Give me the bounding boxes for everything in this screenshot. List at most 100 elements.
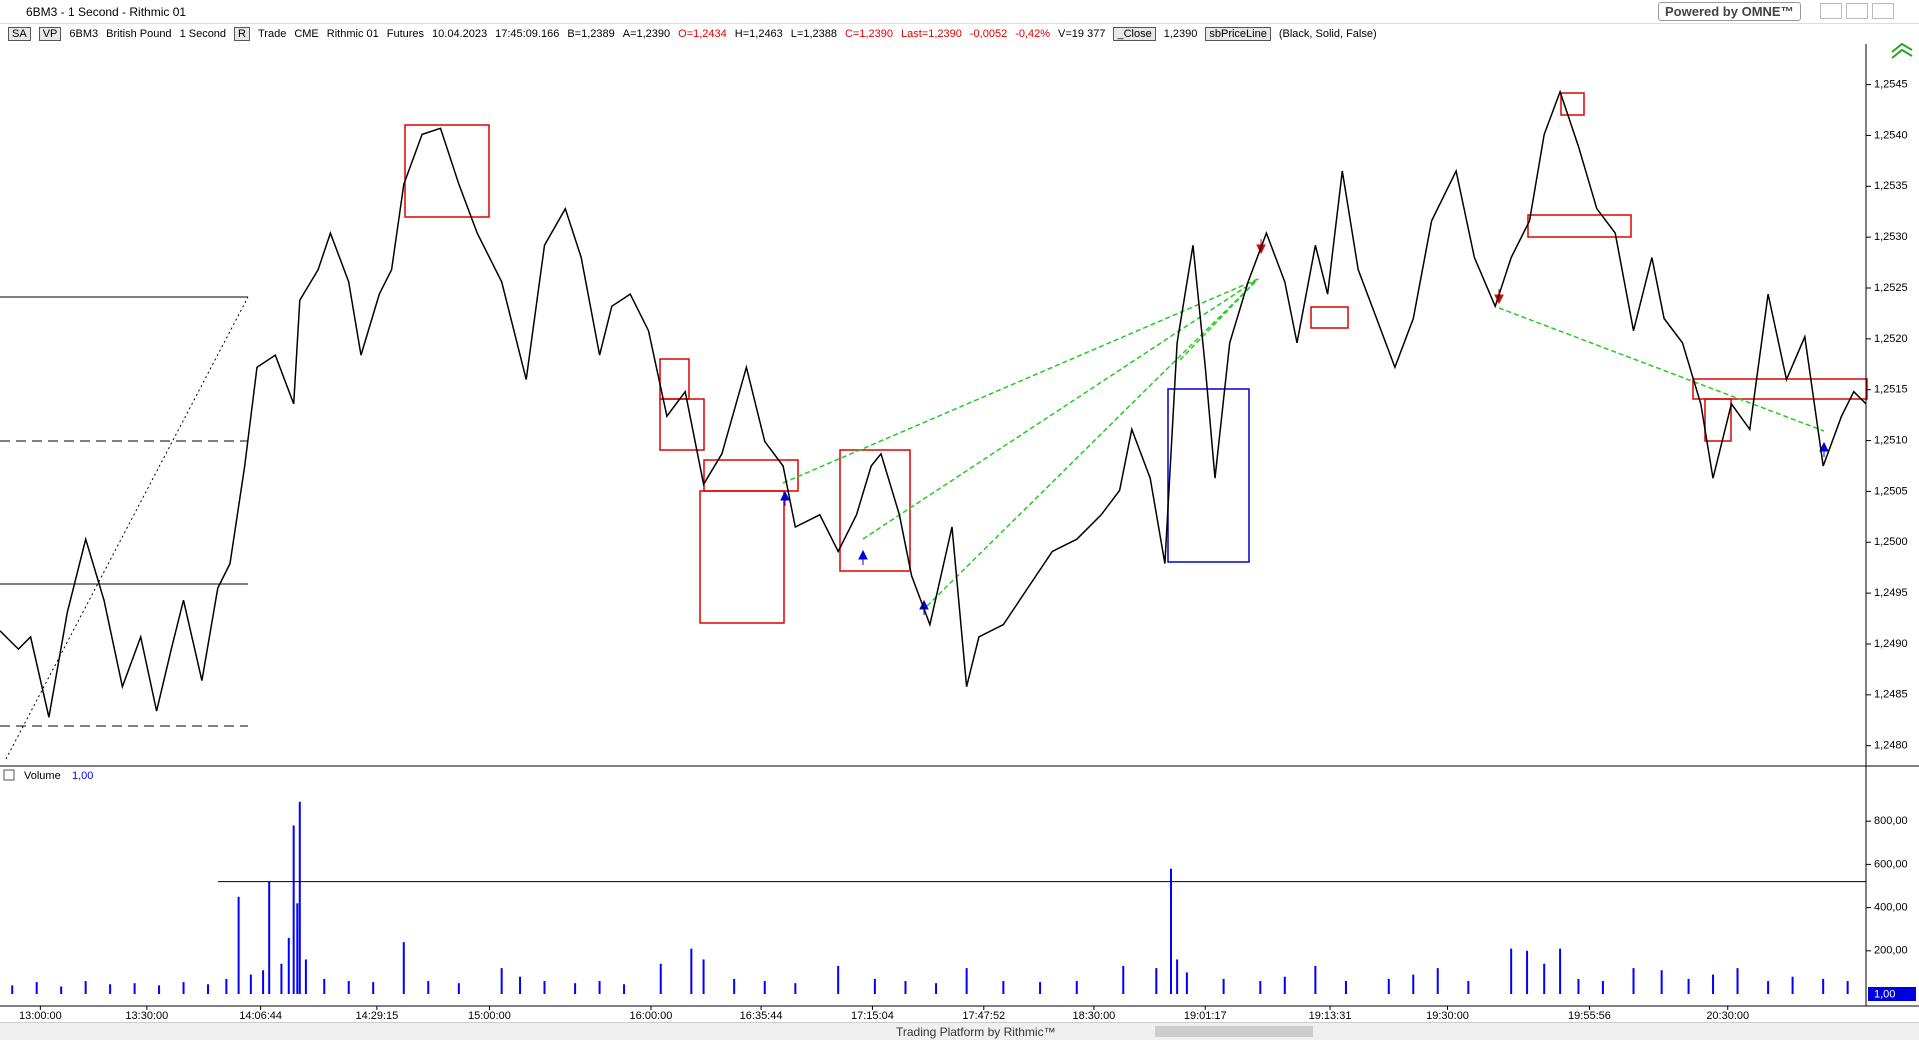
drawings [0, 42, 1913, 760]
volume-bar [1075, 981, 1078, 994]
volume-bar [702, 959, 705, 994]
toolbar-button[interactable]: _Close [1113, 27, 1156, 41]
volume-bar [1387, 978, 1390, 994]
volume-bar [1259, 981, 1262, 994]
volume-bar [1559, 948, 1562, 994]
y-tick-label: 1,2485 [1874, 689, 1908, 701]
y-tick-label: 600,00 [1874, 858, 1908, 870]
volume-bar [1736, 968, 1739, 994]
y-tick-label: 200,00 [1874, 945, 1908, 957]
drawing-rect [1310, 306, 1349, 329]
volume-bar [574, 983, 577, 994]
y-tick-label: 1,2540 [1874, 129, 1908, 141]
volume-bar [1601, 981, 1604, 994]
drawing-line [926, 278, 1259, 607]
toolbar-text: (Black, Solid, False) [1278, 28, 1377, 40]
x-tick-label: 16:35:44 [740, 1010, 783, 1022]
toolbar-button[interactable]: SA [8, 27, 31, 41]
current-value-box [1868, 987, 1916, 1001]
volume-bar [794, 983, 797, 994]
volume-bar [457, 983, 460, 994]
volume-bar [249, 974, 252, 994]
volume-bar [935, 983, 938, 994]
y-tick-label: 1,2525 [1874, 282, 1908, 294]
volume-bar [182, 982, 185, 994]
volume-bar [287, 937, 290, 994]
drawing-path [1819, 441, 1829, 457]
toolbar-text: Rithmic 01 [326, 28, 379, 40]
toolbar-text: Trade [258, 28, 287, 40]
toolbar-text: 1 Second [179, 28, 227, 40]
y-tick-label: 1,2480 [1874, 740, 1908, 752]
volume-bar [1577, 978, 1580, 994]
volume-bar [60, 986, 63, 994]
toolbar-button[interactable]: VP [38, 27, 62, 41]
volume-bar [225, 978, 228, 994]
x-tick-label: 14:06:44 [239, 1010, 282, 1022]
volume-bar [1846, 981, 1849, 994]
window-title: 6BM3 - 1 Second - Rithmic 01 [26, 5, 187, 19]
toolbar-text: -0,42% [1015, 28, 1051, 40]
x-tick-label: 16:00:00 [630, 1010, 673, 1022]
scrollbar-thumb[interactable] [1155, 1026, 1313, 1037]
drawing-rect [1527, 214, 1632, 238]
volume-bar [1467, 981, 1470, 994]
volume-bar [1632, 968, 1635, 994]
volume-bar [1660, 970, 1663, 994]
volume-bar [598, 981, 601, 994]
volume-bar [1791, 976, 1794, 994]
volume-bar [133, 983, 136, 994]
x-tick-label: 19:30:00 [1426, 1010, 1469, 1022]
volume-bar [904, 981, 907, 994]
toolbar-text: -0,0052 [969, 28, 1008, 40]
toolbar-text: CME [294, 28, 319, 40]
y-tick-label: 800,00 [1874, 815, 1908, 827]
price-line [0, 89, 1867, 718]
y-tick-label: 1,2515 [1874, 384, 1908, 396]
volume-bar [262, 970, 265, 994]
maximize-button[interactable] [1846, 3, 1868, 19]
toolbar-text: 10.04.2023 [432, 28, 488, 40]
volume-bar [298, 801, 301, 994]
drawing-line [782, 278, 1259, 484]
toolbar-text: H=1,2463 [734, 28, 783, 40]
volume-bar [659, 963, 662, 994]
toolbar-button[interactable]: R [234, 27, 250, 41]
volume-bar [1176, 959, 1179, 994]
volume-bar [1822, 978, 1825, 994]
volume-bar [1155, 968, 1158, 994]
close-button[interactable] [1872, 3, 1894, 19]
drawing-rect [659, 398, 705, 451]
y-tick-label: 1,2490 [1874, 638, 1908, 650]
minimize-button[interactable] [1820, 3, 1842, 19]
volume-bar [292, 825, 295, 994]
toolbar-button[interactable]: sbPriceLine [1205, 27, 1271, 41]
volume-bar [304, 959, 307, 994]
drawing-line [1179, 278, 1259, 361]
footer-text: Trading Platform by Rithmic™ [896, 1025, 1056, 1039]
x-tick-label: 17:47:52 [962, 1010, 1005, 1022]
x-tick-label: 20:30:00 [1706, 1010, 1749, 1022]
volume-bar [1526, 950, 1529, 994]
toolbar-text: C=1,2390 [844, 28, 893, 40]
volume-bar [296, 903, 299, 994]
volume-bar [1436, 968, 1439, 994]
volume-bar [1712, 974, 1715, 994]
x-tick-label: 13:30:00 [125, 1010, 168, 1022]
toolbar-text: 1,2390 [1163, 28, 1198, 40]
status-bar: Trading Platform by Rithmic™ [0, 1022, 1919, 1040]
y-tick-label: 1,2545 [1874, 79, 1908, 91]
y-tick-label: 1,2530 [1874, 231, 1908, 243]
volume-bar [1039, 982, 1042, 994]
volume-bar [35, 982, 38, 994]
y-tick-label: 1,2505 [1874, 485, 1908, 497]
drawing-path [1891, 42, 1913, 59]
volume-bar [280, 963, 283, 994]
brand-badge[interactable]: Powered by OMNE™ [1658, 2, 1801, 21]
title-bar: 6BM3 - 1 Second - Rithmic 01 Powered by … [0, 0, 1919, 24]
volume-bar [623, 984, 626, 994]
drawing-rect [1704, 398, 1732, 442]
